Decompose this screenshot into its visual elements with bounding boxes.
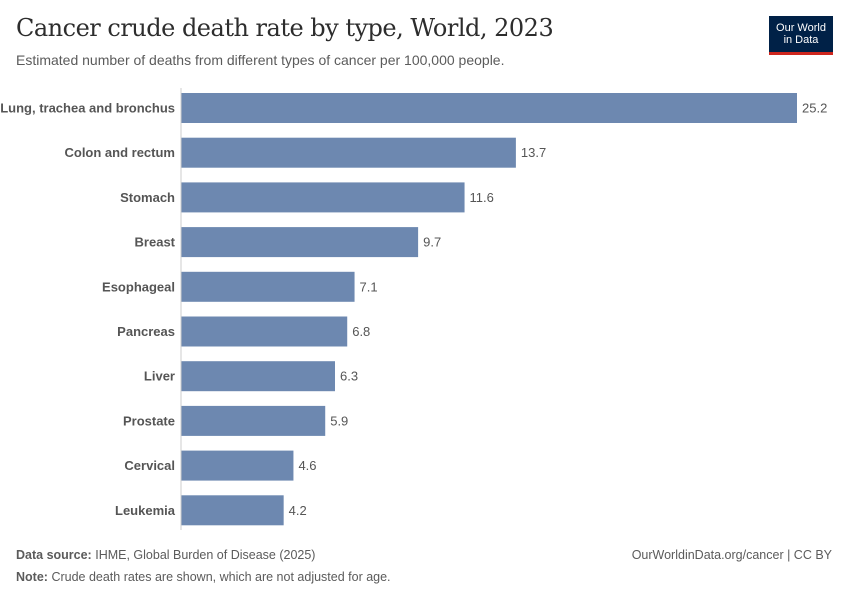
value-label: 4.2: [289, 503, 307, 518]
value-label: 6.8: [352, 324, 370, 339]
value-label: 7.1: [360, 279, 378, 294]
note: Note: Crude death rates are shown, which…: [16, 570, 391, 584]
source-url[interactable]: OurWorldinData.org/cancer | CC BY: [631, 548, 832, 562]
value-label: 6.3: [340, 369, 358, 384]
bar[interactable]: [181, 271, 355, 302]
value-label: 11.6: [470, 190, 494, 205]
category-label: Cervical: [124, 458, 175, 473]
category-label: Breast: [135, 235, 176, 250]
category-label: Stomach: [120, 190, 175, 205]
value-label: 25.2: [802, 101, 827, 116]
chart-title: Cancer crude death rate by type, World, …: [16, 14, 554, 42]
category-label: Leukemia: [115, 503, 176, 518]
bar[interactable]: [181, 405, 326, 436]
bar[interactable]: [181, 93, 797, 123]
note-text: Crude death rates are shown, which are n…: [51, 570, 391, 584]
value-label: 5.9: [330, 413, 348, 428]
category-label: Colon and rectum: [64, 145, 175, 160]
bar[interactable]: [181, 495, 284, 526]
bar[interactable]: [181, 227, 419, 258]
value-label: 13.7: [521, 145, 546, 160]
logo-line-2: in Data: [783, 34, 819, 46]
bar[interactable]: [181, 450, 294, 481]
category-label: Lung, trachea and bronchus: [0, 101, 175, 116]
value-label: 4.6: [298, 458, 316, 473]
data-source: Data source: IHME, Global Burden of Dise…: [16, 548, 315, 562]
bar[interactable]: [181, 361, 335, 392]
category-label: Liver: [144, 369, 175, 384]
bar[interactable]: [181, 316, 348, 347]
category-label: Prostate: [123, 413, 175, 428]
source-label: Data source:: [16, 548, 92, 562]
value-label: 9.7: [423, 235, 441, 250]
logo-line-1: Our World: [776, 22, 826, 34]
owid-logo[interactable]: Our World in Data: [769, 16, 833, 55]
category-label: Esophageal: [102, 279, 175, 294]
note-label: Note:: [16, 570, 48, 584]
bar[interactable]: [181, 137, 516, 168]
bar[interactable]: [181, 182, 465, 213]
source-text[interactable]: IHME, Global Burden of Disease (2025): [95, 548, 316, 562]
chart-subtitle: Estimated number of deaths from differen…: [16, 52, 505, 68]
category-label: Pancreas: [117, 324, 175, 339]
